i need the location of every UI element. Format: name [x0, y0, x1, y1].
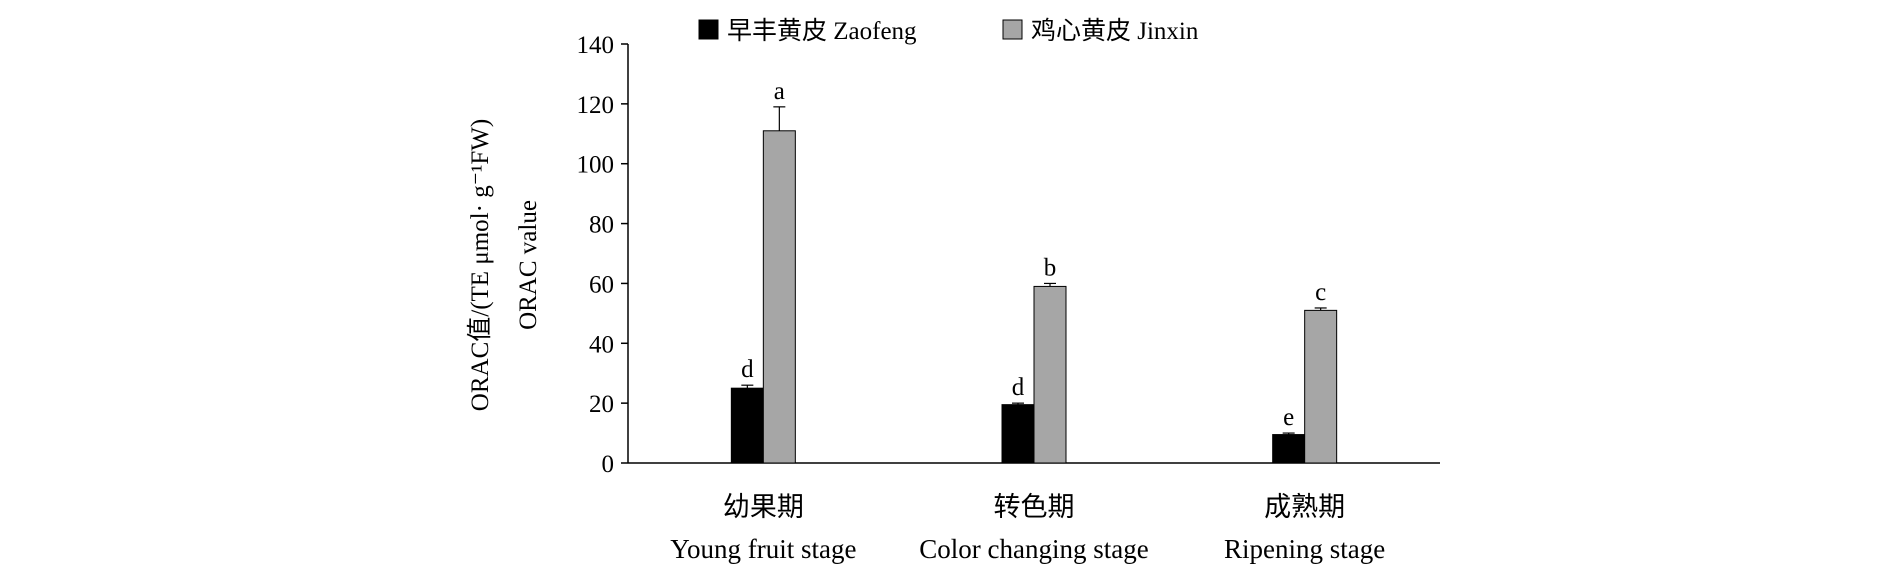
legend-label-0: 早丰黄皮 Zaofeng: [727, 17, 917, 45]
bars: d a d b e c: [730, 78, 1338, 464]
x-tick-labels: 幼果期 Young fruit stage 转色期 Color changing st…: [670, 492, 1385, 564]
bar-1-0: [762, 130, 796, 464]
y-tick-label: 40: [589, 331, 614, 358]
y-axis-title-line1: ORAC值/(TE μmol· g⁻¹FW): [466, 119, 494, 411]
y-tick-label: 80: [589, 212, 614, 239]
legend: 早丰黄皮 Zaofeng 鸡心黄皮 Jinxin: [698, 17, 1199, 45]
legend-swatch-1: [1002, 19, 1023, 40]
x-tick-label-en: Ripening stage: [1224, 534, 1385, 564]
bar-0-2: [1272, 434, 1306, 464]
x-tick-label-en: Color changing stage: [919, 534, 1148, 564]
legend-swatch-0: [698, 19, 719, 40]
y-tick-label: 100: [577, 152, 615, 179]
significance-label: c: [1315, 279, 1326, 306]
significance-label: a: [774, 78, 785, 105]
y-tick-label: 20: [589, 391, 614, 418]
x-tick-label-cn: 转色期: [994, 492, 1075, 522]
y-ticks: 0 20 40 60 80 100 120 140: [577, 32, 628, 478]
y-axis-title: ORAC值/(TE μmol· g⁻¹FW) ORAC value: [466, 119, 542, 411]
bar-0-1: [1001, 404, 1035, 464]
significance-label: e: [1283, 404, 1294, 431]
x-tick-label-cn: 幼果期: [723, 492, 804, 522]
x-tick-label-en: Young fruit stage: [670, 534, 856, 564]
bar-1-1: [1033, 285, 1067, 464]
bar-1-2: [1304, 309, 1338, 464]
bar-0-0: [730, 387, 764, 464]
significance-label: d: [1012, 374, 1025, 401]
legend-label-1: 鸡心黄皮 Jinxin: [1031, 17, 1199, 45]
significance-label: d: [741, 356, 754, 383]
y-tick-label: 140: [577, 32, 615, 59]
y-axis-title-line2: ORAC value: [515, 200, 542, 330]
significance-label: b: [1044, 254, 1057, 281]
y-tick-label: 60: [589, 271, 614, 298]
y-tick-label: 120: [577, 92, 615, 119]
y-tick-label: 0: [602, 451, 615, 478]
x-tick-label-cn: 成熟期: [1264, 492, 1345, 522]
